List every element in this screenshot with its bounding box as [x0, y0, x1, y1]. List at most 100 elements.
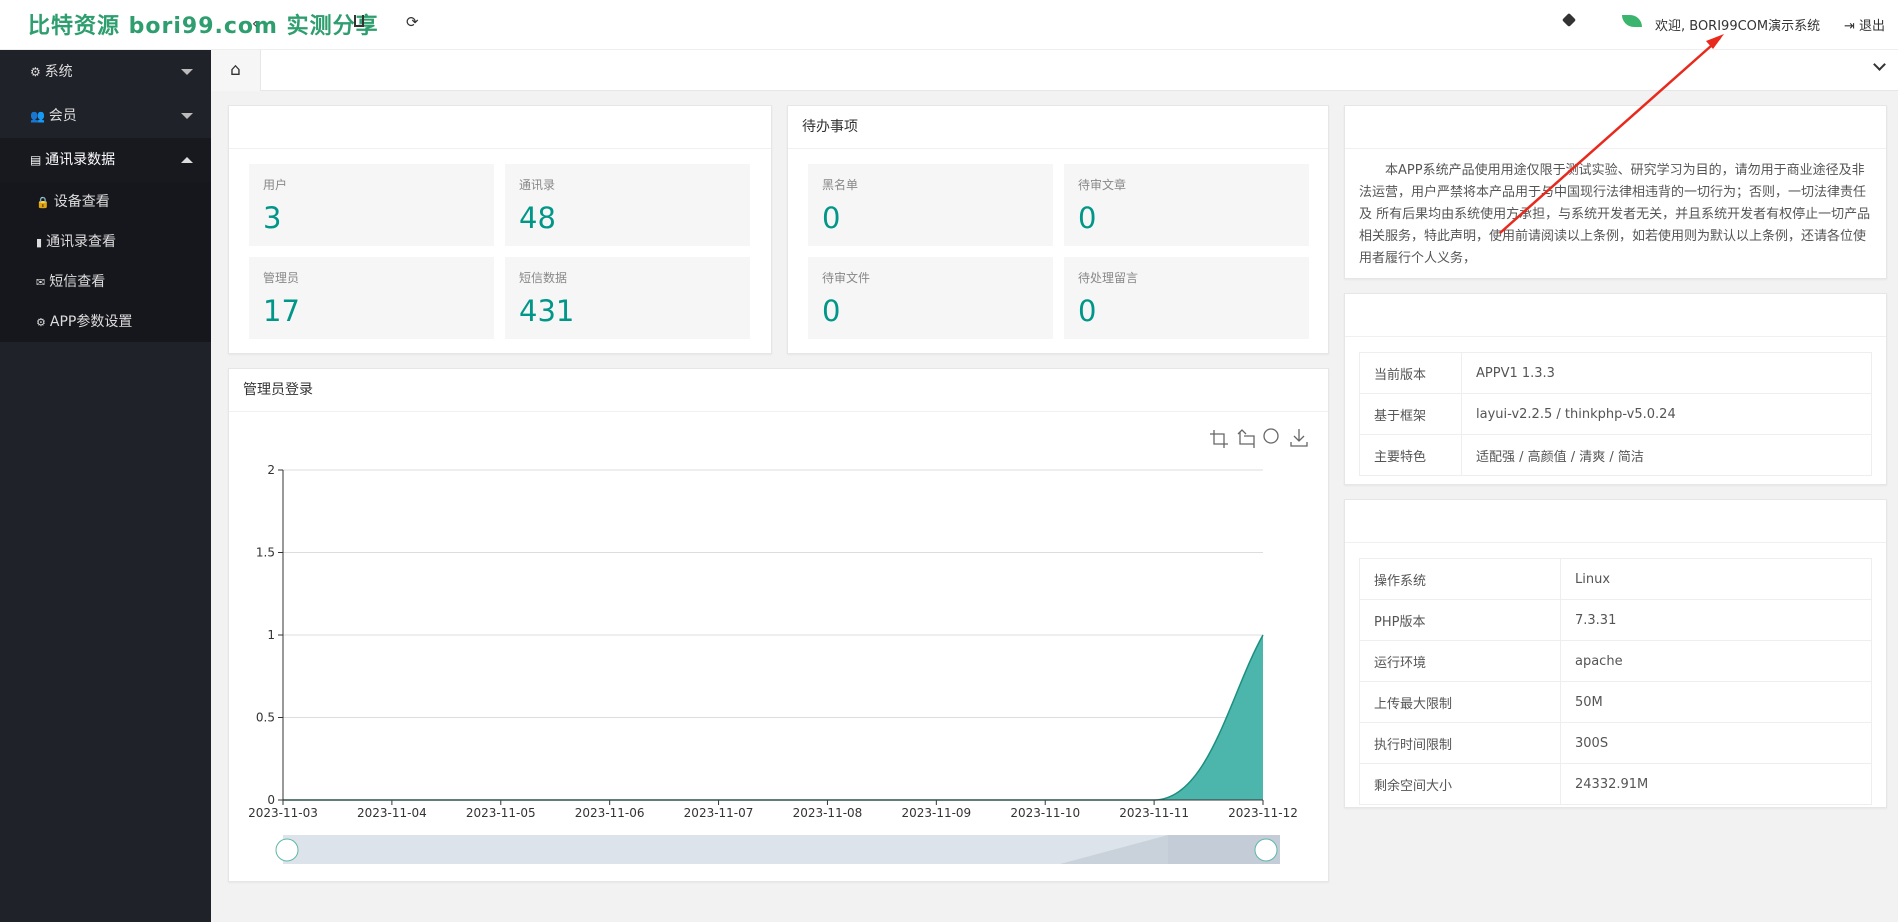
table-value: 7.3.31 [1560, 599, 1872, 641]
card-header [1345, 500, 1886, 543]
table-value: 适配强 / 高颜值 / 清爽 / 简洁 [1461, 434, 1872, 476]
stat-tile: 待审文章 0 [1064, 164, 1309, 246]
stat-tile: 短信数据 431 [505, 257, 750, 339]
table-row: 当前版本 APPV1 1.3.3 [1359, 352, 1872, 394]
sidebar: ⚙ 系统 👥 会员 ▤ 通讯录数据 🔒 设备查看 ▮ 通讯录查看 ✉ 短信查看 ⚙ APP参数设置 [0, 50, 211, 922]
card-header [1345, 294, 1886, 337]
table-value: layui-v2.2.5 / thinkphp-v5.0.24 [1461, 393, 1872, 435]
stat-value: 17 [263, 294, 300, 328]
table-row: 主要特色 适配强 / 高颜值 / 清爽 / 简洁 [1359, 434, 1872, 476]
submenu-item[interactable]: ▮ 通讯录查看 [0, 222, 211, 262]
stat-tile: 通讯录 48 [505, 164, 750, 246]
caret [181, 69, 193, 75]
table-value: APPV1 1.3.3 [1461, 352, 1872, 394]
table-value: apache [1560, 640, 1872, 682]
table-row: 执行时间限制 300S [1359, 722, 1872, 764]
info-table: 操作系统 Linux PHP版本 7.3.31 运行环境 apache 上传最大限制 50M 执… [1359, 558, 1872, 805]
submenu-icon: ✉ [36, 276, 46, 289]
stat-label: 待审文章 [1078, 178, 1127, 192]
submenu-icon: ▮ [36, 236, 43, 249]
menu-label[interactable]: 系统 [44, 64, 73, 80]
info-table: 当前版本 APPV1 1.3.3 基于框架 layui-v2.2.5 / thinkp… [1359, 352, 1872, 476]
stat-tile: 黑名单 0 [808, 164, 1053, 246]
stat-label: 待审文件 [822, 271, 871, 285]
stat-value: 0 [1078, 201, 1097, 235]
stat-label: 通讯录 [519, 178, 556, 192]
notice-text: 本APP系统产品使用用途仅限于测试实验、研究学习为目的，请勿用于商业途径及非法运… [1359, 163, 1871, 266]
stat-label: 待处理留言 [1078, 271, 1139, 285]
caret [181, 157, 193, 163]
chart-card: 管理员登录 [228, 368, 1329, 882]
submenu-item[interactable]: 🔒 设备查看 [0, 182, 211, 222]
table-key: 执行时间限制 [1359, 722, 1561, 764]
menu-item[interactable]: ⚙ 系统 [0, 50, 211, 94]
table-row: 上传最大限制 50M [1359, 681, 1872, 723]
logout[interactable]: ⇥ 退出 [1844, 19, 1886, 34]
stat-label: 短信数据 [519, 271, 568, 285]
tab-dropdown[interactable] [1873, 58, 1886, 71]
table-key: 基于框架 [1359, 393, 1462, 435]
table-key: 上传最大限制 [1359, 681, 1561, 723]
stat-tile: 待审文件 0 [808, 257, 1053, 339]
caret [181, 113, 193, 119]
stat-value: 0 [1078, 294, 1097, 328]
screen-icon[interactable] [354, 15, 364, 27]
submenu-icon: 🔒 [36, 196, 50, 209]
table-key: 剩余空间大小 [1359, 763, 1561, 805]
submenu-label[interactable]: 通讯录查看 [46, 234, 117, 250]
submenu-label[interactable]: 设备查看 [53, 194, 110, 210]
back-icon[interactable]: ‹ [252, 16, 258, 32]
tab-bar: ⌂ [211, 50, 1898, 91]
logout-text[interactable]: 退出 [1859, 19, 1886, 34]
table-value: 300S [1560, 722, 1872, 764]
stat-value: 48 [519, 201, 556, 235]
table-row: PHP版本 7.3.31 [1359, 599, 1872, 641]
stat-value: 0 [822, 201, 841, 235]
stat-tile: 待处理留言 0 [1064, 257, 1309, 339]
system-card: 操作系统 Linux PHP版本 7.3.31 运行环境 apache 上传最大限制 50M 执… [1344, 499, 1887, 808]
stat-value: 0 [822, 294, 841, 328]
stat-tile: 管理员 17 [249, 257, 494, 339]
table-key: 当前版本 [1359, 352, 1462, 394]
submenu-item[interactable]: ✉ 短信查看 [0, 262, 211, 302]
menu-icon: ▤ [30, 153, 46, 167]
table-value: 50M [1560, 681, 1872, 723]
table-value: Linux [1560, 558, 1872, 600]
table-key: 主要特色 [1359, 434, 1462, 476]
submenu-label[interactable]: 短信查看 [49, 274, 106, 290]
stat-label: 用户 [263, 178, 288, 192]
table-key: 操作系统 [1359, 558, 1561, 600]
table-row: 基于框架 layui-v2.2.5 / thinkphp-v5.0.24 [1359, 393, 1872, 435]
tag-icon[interactable] [1561, 12, 1577, 28]
refresh-icon[interactable]: ⟳ [406, 13, 419, 31]
menu-icon: 👥 [30, 109, 49, 123]
menu-label[interactable]: 会员 [48, 108, 77, 124]
menu-item[interactable]: 👥 会员 [0, 94, 211, 138]
stat-label: 管理员 [263, 271, 300, 285]
menu-icon: ⚙ [30, 65, 45, 79]
table-key: PHP版本 [1359, 599, 1561, 641]
notice-card: 本APP系统产品使用用途仅限于测试实验、研究学习为目的，请勿用于商业途径及非法运… [1344, 105, 1887, 279]
submenu-item[interactable]: ⚙ APP参数设置 [0, 302, 211, 342]
stat-tile: 用户 3 [249, 164, 494, 246]
todo-card: 待办事项黑名单 0 待审文章 0 待审文件 0 待处理留言 0 [787, 105, 1329, 354]
table-row: 运行环境 apache [1359, 640, 1872, 682]
top-bar: 比特资源 bori99.com 实测分享 ‹ ⟳ 欢迎, BORI99COM演示… [0, 0, 1898, 50]
stat-value: 3 [263, 201, 282, 235]
version-card: 当前版本 APPV1 1.3.3 基于框架 layui-v2.2.5 / thinkp… [1344, 293, 1887, 485]
table-row: 剩余空间大小 24332.91M [1359, 763, 1872, 805]
table-key: 运行环境 [1359, 640, 1561, 682]
submenu-icon: ⚙ [36, 316, 46, 329]
avatar-leaf [1622, 15, 1642, 27]
menu-item[interactable]: ▤ 通讯录数据 [0, 138, 211, 182]
welcome[interactable]: 欢迎, BORI99COM演示系统 [1655, 19, 1821, 34]
submenu-label[interactable]: APP参数设置 [49, 314, 133, 330]
stat-label: 黑名单 [822, 178, 859, 192]
home-tab[interactable]: ⌂ [211, 50, 261, 91]
table-row: 操作系统 Linux [1359, 558, 1872, 600]
menu-label[interactable]: 通讯录数据 [45, 152, 116, 168]
card-title: 待办事项 [788, 106, 1328, 149]
card-header [1345, 106, 1886, 149]
watermark: 比特资源 bori99.com 实测分享 [28, 14, 379, 39]
